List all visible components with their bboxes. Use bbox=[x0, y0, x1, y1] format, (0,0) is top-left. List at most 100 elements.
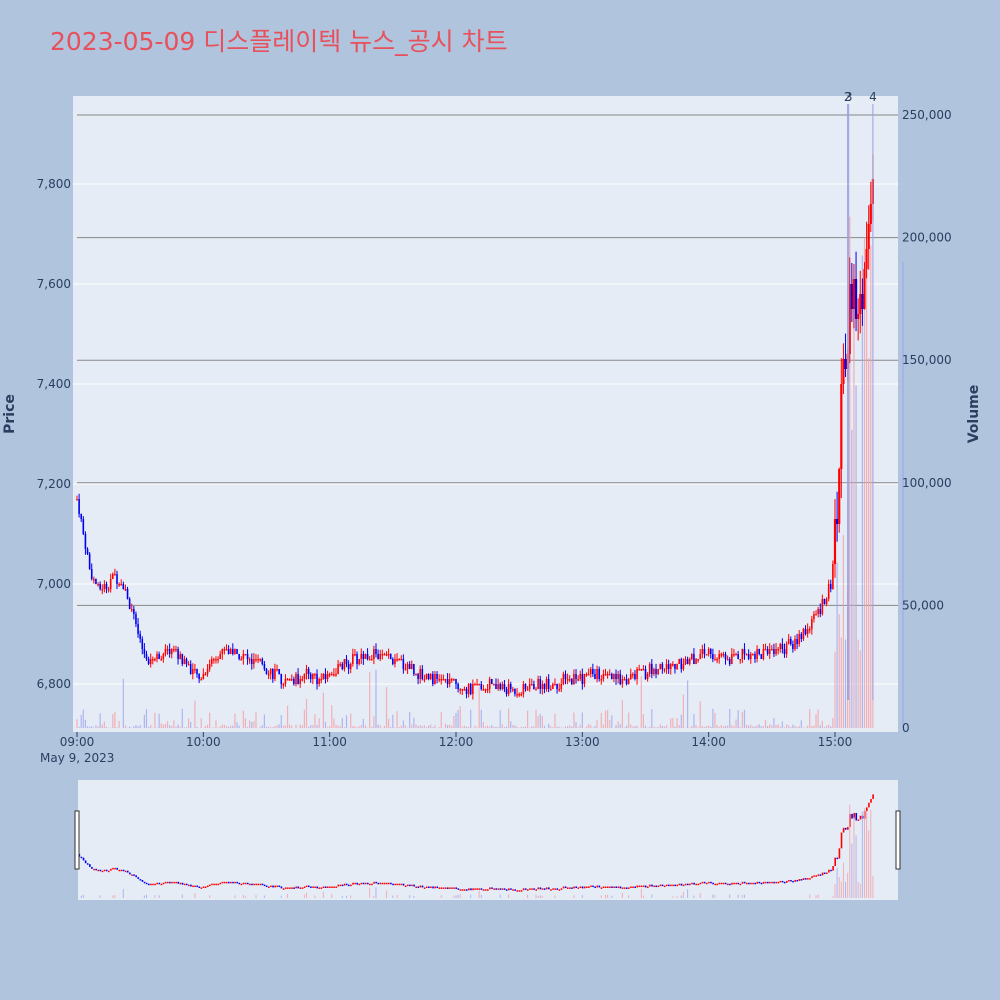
volume-bar bbox=[870, 245, 872, 728]
candle-body bbox=[857, 314, 860, 319]
candle-body bbox=[733, 654, 735, 656]
volume-bar bbox=[821, 720, 823, 728]
slider-candle bbox=[383, 882, 386, 885]
candle-body bbox=[592, 669, 594, 674]
slider-candle bbox=[611, 886, 613, 888]
volume-bar bbox=[600, 712, 602, 728]
candle-body bbox=[789, 639, 792, 644]
volume-bar bbox=[276, 725, 278, 728]
volume-bar bbox=[234, 713, 236, 728]
slider-volume-bar bbox=[453, 895, 455, 898]
candle-body bbox=[147, 659, 150, 664]
range-slider[interactable] bbox=[78, 780, 898, 900]
volume-bar bbox=[522, 726, 524, 728]
price-tick-label: 7,400 bbox=[37, 377, 71, 391]
volume-bar bbox=[95, 725, 97, 728]
slider-volume-bar bbox=[341, 896, 343, 898]
slider-candle bbox=[335, 886, 337, 888]
candle-body bbox=[829, 584, 832, 589]
volume-bar bbox=[815, 714, 817, 728]
candle-body bbox=[709, 649, 712, 654]
slider-candle bbox=[257, 883, 260, 886]
candle-body bbox=[556, 684, 558, 689]
volume-bar bbox=[200, 718, 202, 728]
slider-volume-bar bbox=[287, 893, 289, 898]
range-slider-left-handle[interactable] bbox=[74, 810, 80, 870]
slider-candle bbox=[638, 885, 641, 888]
candle-body bbox=[484, 689, 487, 691]
volume-bar bbox=[501, 724, 503, 728]
slider-candle bbox=[274, 885, 276, 888]
volume-bar bbox=[295, 724, 297, 728]
candle-body bbox=[410, 664, 413, 669]
volume-bar bbox=[261, 725, 263, 728]
candle-body bbox=[762, 649, 765, 659]
slider-candle bbox=[341, 884, 344, 887]
volume-bar bbox=[86, 726, 89, 728]
candle-body bbox=[276, 669, 278, 671]
candle-body bbox=[699, 654, 702, 659]
volume-bar bbox=[465, 726, 468, 728]
slider-candle bbox=[522, 888, 525, 891]
candle-body bbox=[756, 649, 758, 659]
slider-candle bbox=[204, 886, 207, 888]
slider-candle bbox=[89, 864, 91, 867]
slider-candle bbox=[699, 882, 702, 885]
volume-bar bbox=[653, 726, 655, 728]
slider-candle bbox=[272, 885, 274, 888]
slider-candle bbox=[526, 889, 529, 891]
volume-bar bbox=[89, 726, 91, 728]
slider-candle bbox=[377, 882, 380, 885]
candle-body bbox=[135, 614, 137, 624]
volume-bar bbox=[225, 725, 228, 728]
slider-candle bbox=[202, 886, 205, 888]
slider-volume-bar bbox=[350, 895, 352, 898]
slider-volume-bar bbox=[537, 895, 539, 898]
volume-bar bbox=[166, 721, 169, 728]
candle-body bbox=[850, 284, 853, 309]
candle-body bbox=[806, 629, 809, 634]
slider-candle bbox=[105, 869, 108, 872]
price-tick-label: 7,200 bbox=[37, 477, 71, 491]
candle-body bbox=[684, 659, 687, 664]
volume-bar bbox=[670, 718, 672, 728]
volume-bar bbox=[550, 726, 552, 728]
slider-candle bbox=[516, 890, 519, 892]
candle-body bbox=[587, 674, 590, 676]
slider-candle bbox=[743, 881, 746, 884]
slider-candle bbox=[348, 884, 350, 887]
slider-candle bbox=[554, 888, 556, 890]
candle-body bbox=[625, 679, 628, 684]
volume-bar bbox=[767, 726, 769, 728]
candle-body bbox=[486, 689, 489, 691]
candle-body bbox=[130, 609, 133, 611]
candle-body bbox=[472, 684, 474, 694]
volume-bar bbox=[265, 726, 268, 728]
slider-candle bbox=[767, 881, 769, 884]
volume-bar bbox=[628, 712, 630, 728]
candle-body bbox=[644, 669, 647, 679]
candle-body bbox=[101, 589, 104, 591]
slider-candle bbox=[741, 881, 744, 884]
slider-candle bbox=[232, 881, 234, 884]
candle-body bbox=[309, 674, 312, 679]
volume-bar bbox=[93, 727, 95, 728]
slider-volume-bar bbox=[573, 895, 575, 898]
slider-candle bbox=[676, 884, 679, 887]
volume-bar bbox=[223, 724, 225, 728]
volume-bar bbox=[147, 727, 150, 728]
slider-candle bbox=[388, 882, 390, 885]
slider-candle bbox=[103, 869, 106, 872]
candle-body bbox=[737, 654, 739, 659]
slider-volume-bar bbox=[849, 804, 851, 898]
slider-candle bbox=[472, 888, 474, 891]
candle-body bbox=[318, 679, 320, 684]
candle-body bbox=[646, 674, 649, 679]
candle-body bbox=[242, 654, 245, 659]
slider-volume-bar bbox=[114, 895, 116, 898]
slider-candle bbox=[213, 883, 215, 886]
range-slider-right-handle[interactable] bbox=[895, 810, 901, 870]
slider-candle bbox=[779, 880, 782, 883]
volume-bar bbox=[792, 724, 794, 728]
candle-body bbox=[501, 684, 504, 689]
